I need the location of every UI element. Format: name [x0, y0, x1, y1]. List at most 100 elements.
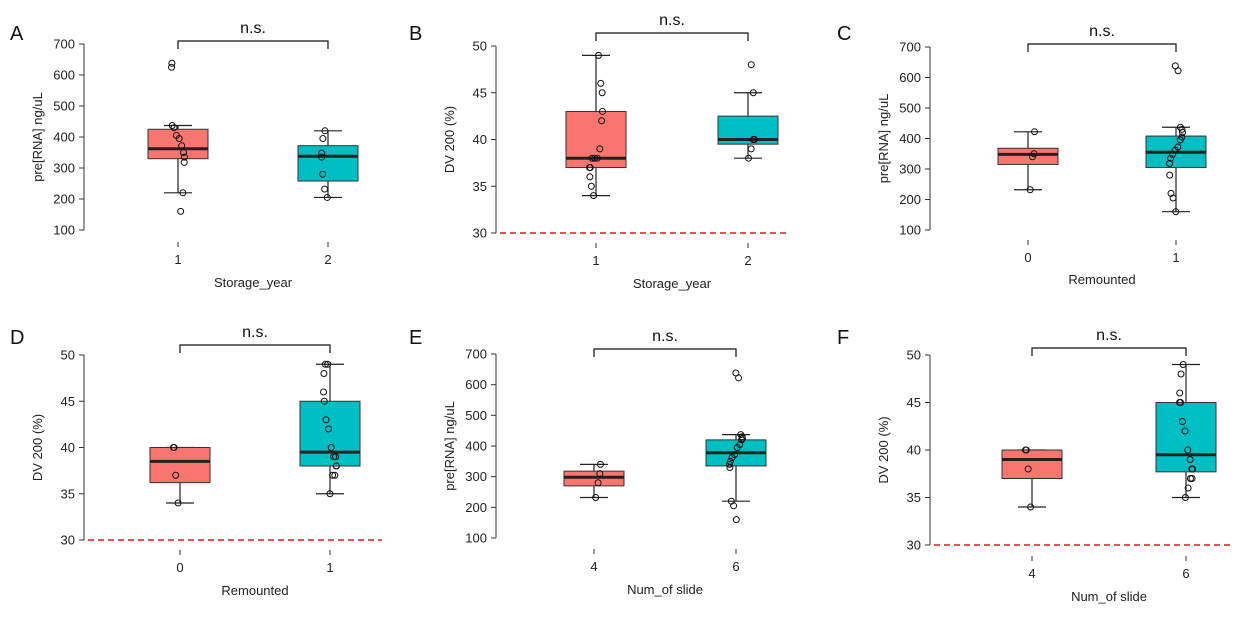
box-body [297, 145, 359, 182]
data-point [749, 89, 757, 97]
box-body [1001, 449, 1063, 479]
data-point [598, 89, 606, 97]
significance-bracket [177, 40, 329, 49]
x-axis-title: Num_of slide [627, 582, 703, 597]
data-point [737, 431, 745, 439]
data-point [180, 149, 188, 156]
data-point [332, 453, 340, 461]
data-point [324, 360, 332, 368]
significance-label: n.s. [1096, 327, 1122, 344]
data-point [320, 370, 328, 377]
y-tick-label: 500 [899, 101, 921, 116]
y-tick-label: 45 [473, 85, 487, 100]
data-point [595, 51, 603, 59]
box-2 [717, 61, 779, 162]
data-point [747, 145, 755, 153]
data-point [1178, 418, 1186, 425]
data-point [592, 494, 600, 502]
data-point [1181, 427, 1189, 435]
data-point [1181, 494, 1189, 501]
data-point [596, 460, 604, 468]
x-tick-label: 4 [590, 559, 597, 574]
data-point [588, 154, 596, 162]
y-tick-label: 700 [899, 40, 921, 55]
data-point [726, 460, 734, 468]
data-point [1178, 133, 1186, 141]
x-tick-label: 1 [326, 560, 333, 575]
data-point [727, 497, 735, 505]
panel-letter: C [837, 23, 851, 45]
y-axis-title: pre[RNA] ng/uL [876, 94, 891, 184]
y-tick-label: 35 [473, 179, 487, 194]
data-point [331, 471, 339, 479]
y-tick-label: 300 [465, 469, 487, 484]
x-tick-label: 0 [176, 560, 183, 575]
x-tick-label: 4 [1028, 566, 1035, 581]
data-point [1030, 128, 1038, 136]
data-point [318, 153, 326, 161]
y-axis-title: pre[RNA] ng/uL [30, 92, 45, 182]
y-axis-title: DV 200 (%) [30, 414, 45, 481]
data-point [177, 207, 185, 215]
data-point [1176, 389, 1184, 397]
box-6 [705, 369, 767, 524]
data-point [168, 122, 176, 130]
data-point [598, 117, 606, 125]
y-tick-label: 40 [61, 440, 75, 455]
y-tick-label: 200 [899, 192, 921, 207]
data-point [1027, 503, 1035, 511]
y-tick-label: 50 [61, 348, 75, 363]
data-point [1026, 186, 1034, 194]
y-tick-label: 30 [61, 533, 75, 548]
data-point [1166, 171, 1174, 179]
data-point [174, 499, 182, 507]
data-point [1024, 465, 1032, 473]
data-point [170, 124, 178, 132]
data-point [598, 107, 606, 115]
y-tick-label: 35 [907, 490, 921, 505]
y-tick-label: 300 [899, 162, 921, 177]
data-point [747, 61, 755, 69]
data-point [1184, 484, 1192, 492]
y-axis-title: DV 200 (%) [876, 416, 891, 483]
data-point [321, 360, 329, 368]
data-point [1167, 154, 1175, 162]
x-axis-title: Storage_year [214, 275, 293, 290]
data-point [327, 444, 335, 451]
y-tick-label: 300 [53, 161, 75, 176]
box-1 [147, 59, 209, 215]
data-point [172, 131, 180, 139]
data-point [322, 416, 330, 424]
significance-bracket [1027, 43, 1177, 52]
y-tick-label: 200 [53, 192, 75, 207]
data-point [586, 173, 594, 181]
y-axis-title: DV 200 (%) [442, 106, 457, 173]
significance-bracket [593, 348, 737, 357]
panel-letter: A [10, 23, 24, 45]
panel-e: E 100 200 300 400 500 600 700 pre[RNA] ng/uL 4 6 Nu… [409, 327, 767, 597]
box-body [147, 128, 209, 160]
data-point [320, 397, 328, 405]
x-axis-title: Remounted [1068, 272, 1135, 287]
x-axis-title: Storage_year [633, 276, 712, 291]
y-tick-label: 50 [473, 39, 487, 54]
y-axis-title: pre[RNA] ng/uL [442, 401, 457, 491]
data-point [329, 471, 337, 479]
y-tick-label: 100 [53, 223, 75, 238]
data-point [744, 154, 752, 162]
data-point [597, 79, 605, 87]
panel-letter: E [409, 327, 422, 349]
data-point [594, 479, 602, 487]
data-point [178, 142, 186, 150]
box-1 [299, 360, 361, 498]
data-point [320, 388, 328, 396]
significance-label: n.s. [242, 324, 268, 341]
data-point [591, 154, 599, 162]
data-point [590, 192, 598, 200]
data-point [180, 158, 188, 166]
data-point [318, 149, 326, 157]
x-tick-label: 2 [324, 252, 331, 267]
data-point [586, 164, 594, 172]
x-axis-title: Remounted [221, 583, 288, 598]
box-body [149, 447, 211, 484]
